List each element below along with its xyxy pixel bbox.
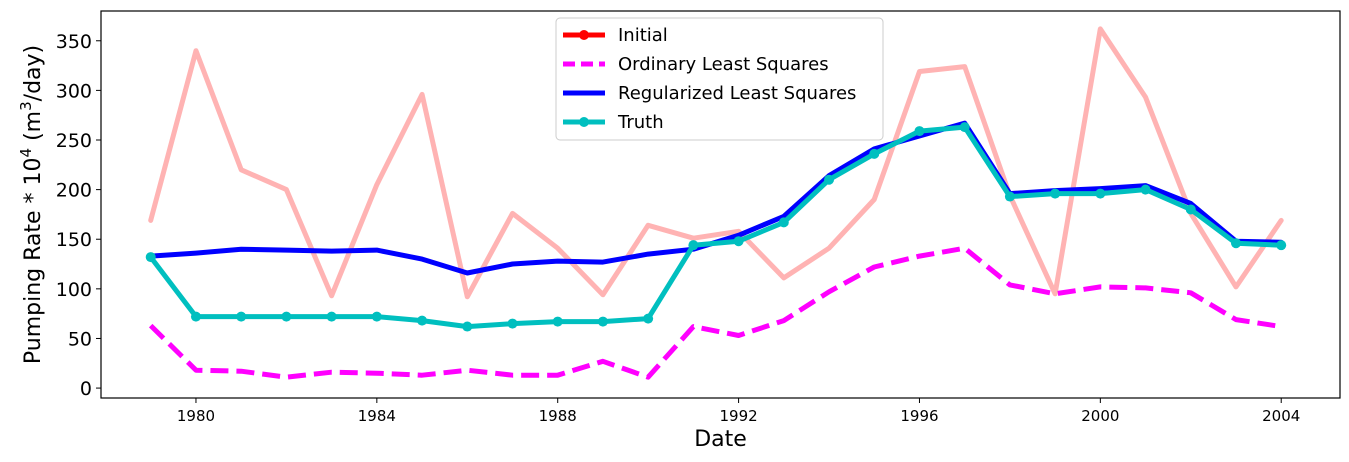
- y-axis-title-exponent: 4: [17, 148, 35, 158]
- data-point: [371, 311, 382, 322]
- data-point: [326, 311, 337, 322]
- x-tick-label: 2004: [1262, 407, 1300, 425]
- data-point: [778, 217, 789, 228]
- data-point: [1004, 191, 1015, 202]
- x-tick-label: 2000: [1081, 407, 1119, 425]
- data-point: [281, 311, 292, 322]
- legend-marker: [579, 117, 589, 127]
- x-tick-label: 1980: [177, 407, 215, 425]
- data-point: [733, 236, 744, 247]
- data-point: [1140, 184, 1151, 195]
- y-axis-title-prefix: Pumping Rate * 10: [21, 157, 46, 364]
- y-tick-label: 350: [56, 31, 92, 53]
- y-axis-title-unit-exponent: 3: [17, 101, 35, 111]
- data-point: [597, 316, 608, 327]
- y-axis-title: Pumping Rate * 104 (m3/day): [17, 45, 46, 364]
- data-point: [959, 122, 970, 133]
- data-point: [552, 316, 563, 327]
- series-line-4: [148, 124, 1284, 330]
- legend-label: Regularized Least Squares: [618, 83, 856, 104]
- data-point: [1095, 188, 1106, 199]
- axes-frame: [100, 10, 1341, 399]
- data-point: [1050, 188, 1061, 199]
- data-point: [236, 311, 247, 322]
- series-line-3: [148, 120, 1284, 276]
- data-point: [643, 313, 654, 324]
- x-tick-label: 1992: [719, 407, 757, 425]
- x-axis-title: Date: [694, 427, 747, 452]
- y-axis-title-unit-open: (m: [21, 111, 46, 148]
- y-tick-label: 200: [56, 180, 92, 202]
- series-layer: [145, 26, 1287, 380]
- x-tick-label: 1984: [358, 407, 396, 425]
- data-point: [914, 126, 925, 137]
- legend-label: Initial: [618, 25, 668, 46]
- data-point: [462, 321, 473, 332]
- x-axis-ticks: 1980 1984 1988 1992 1996 2000 2004: [177, 398, 1300, 425]
- y-tick-label: 100: [56, 279, 92, 301]
- legend-box: [555, 17, 884, 141]
- data-point: [1185, 204, 1196, 215]
- data-point: [869, 148, 880, 159]
- data-point: [824, 174, 835, 185]
- legend-label: Ordinary Least Squares: [618, 54, 829, 75]
- data-point: [190, 311, 201, 322]
- y-tick-label: 250: [56, 130, 92, 152]
- data-point: [1230, 238, 1241, 249]
- series-line-2: [148, 245, 1282, 380]
- legend-label: Truth: [617, 112, 664, 133]
- data-point: [417, 315, 428, 326]
- data-point: [688, 240, 699, 251]
- y-tick-label: 0: [80, 378, 92, 400]
- data-point: [507, 318, 518, 329]
- series-line-1: [148, 26, 1284, 300]
- y-axis-ticks: 0 50 100 150 200 250 300 350: [56, 31, 101, 400]
- x-tick-label: 1996: [900, 407, 938, 425]
- data-point: [145, 252, 156, 263]
- y-tick-label: 300: [56, 80, 92, 102]
- y-axis-title-unit-close: /day): [21, 45, 46, 101]
- x-tick-label: 1988: [539, 407, 577, 425]
- data-point: [1276, 240, 1287, 251]
- y-tick-label: 150: [56, 229, 92, 251]
- legend: Initial Ordinary Least Squares Regularized…: [555, 17, 884, 141]
- y-tick-label: 50: [68, 328, 92, 350]
- legend-marker: [579, 30, 589, 40]
